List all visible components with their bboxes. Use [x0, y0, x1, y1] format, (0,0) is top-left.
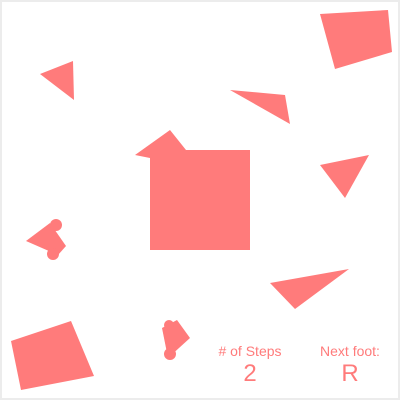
- obstacle-triangle-top-left: [40, 61, 74, 100]
- right-footprint-toe: [164, 320, 174, 330]
- obstacle-triangle-right: [320, 155, 369, 198]
- next-foot-label: Next foot:: [320, 343, 380, 359]
- obstacle-quad-bottom-left: [11, 321, 94, 390]
- next-foot-value: R: [341, 360, 359, 387]
- step-counter-value: 2: [243, 360, 257, 387]
- step-counter: # of Steps 2: [200, 343, 300, 387]
- left-footprint-toe: [50, 219, 62, 231]
- obstacle-triangle-top-center: [230, 90, 290, 124]
- right-footprint: [162, 320, 190, 360]
- right-footprint-heel: [164, 348, 176, 360]
- player-square: [135, 130, 250, 250]
- obstacle-quad-top-right: [320, 10, 392, 69]
- left-footprint-heel: [47, 248, 59, 260]
- obstacle-triangle-center-right: [270, 269, 349, 309]
- left-footprint-body: [26, 223, 66, 255]
- step-counter-label: # of Steps: [218, 343, 282, 359]
- left-footprint: [26, 219, 66, 260]
- next-foot-indicator: Next foot: R: [300, 343, 400, 387]
